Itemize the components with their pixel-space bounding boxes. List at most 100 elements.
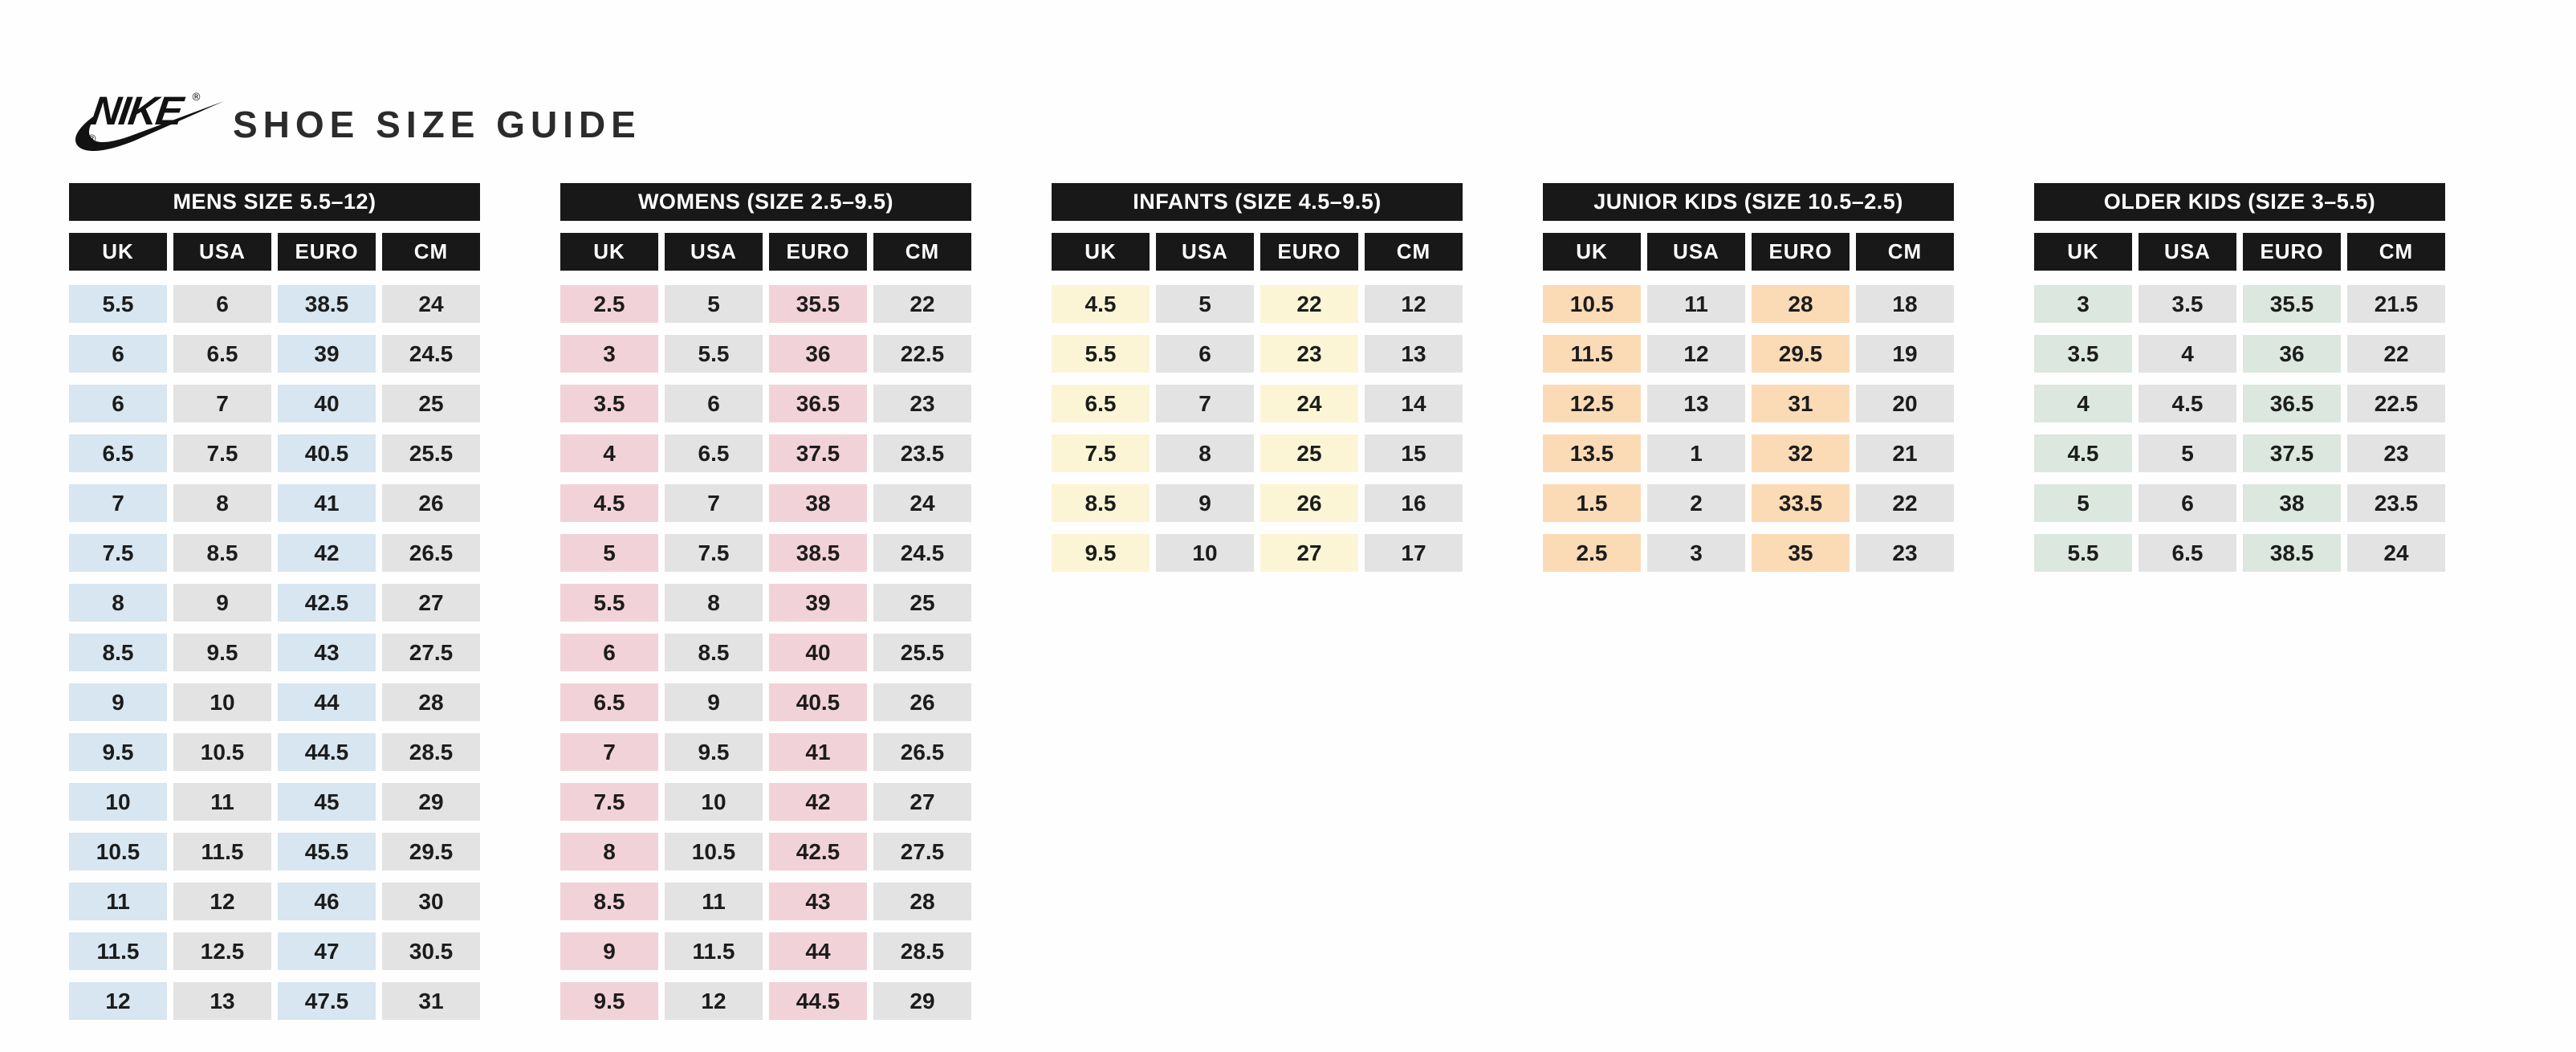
column-header-usa: USA (665, 233, 763, 271)
size-cell: 40.5 (769, 683, 867, 721)
size-tables: MENS SIZE 5.5–12) UK USA EURO CM 5.5 6 38.5 24 6 6… (69, 183, 2445, 1020)
size-cell: 25 (1260, 434, 1358, 472)
size-cell: 2.5 (1543, 534, 1641, 572)
size-cell: 7.5 (69, 534, 167, 572)
size-cell: 12 (665, 982, 763, 1020)
size-cell: 13 (1647, 385, 1745, 422)
size-cell: 6 (69, 335, 167, 373)
size-cell: 6.5 (173, 335, 271, 373)
table-row: 8 10.5 42.5 27.5 (560, 833, 971, 871)
table-row: 10.5 11 28 18 (1543, 285, 1954, 323)
size-cell: 42.5 (769, 833, 867, 871)
size-cell: 29 (382, 783, 480, 821)
column-header-usa: USA (2139, 233, 2236, 271)
table-row: 4 4.5 36.5 22.5 (2034, 385, 2445, 422)
size-cell: 11.5 (1543, 335, 1641, 373)
size-cell: 42 (278, 534, 376, 572)
size-cell: 21 (1856, 434, 1954, 472)
table-row: 6 8.5 40 25.5 (560, 634, 971, 671)
table-row: 7.5 8.5 42 26.5 (69, 534, 480, 572)
table-row: 6.5 7 24 14 (1052, 385, 1463, 422)
column-header-euro: EURO (1260, 233, 1358, 271)
size-cell: 11 (173, 783, 271, 821)
column-header-euro: EURO (278, 233, 376, 271)
size-cell: 24.5 (382, 335, 480, 373)
size-cell: 27 (382, 584, 480, 622)
table-row: 11.5 12.5 47 30.5 (69, 932, 480, 970)
column-header-cm: CM (873, 233, 971, 271)
column-headers-row: UK USA EURO CM (69, 233, 480, 271)
size-cell: 7.5 (665, 534, 763, 572)
nike-logo: NIKE ® ® (75, 88, 224, 151)
size-cell: 47 (278, 932, 376, 970)
size-cell: 28 (1752, 285, 1850, 323)
nike-swoosh-icon (75, 101, 224, 151)
table-row: 7 8 41 26 (69, 484, 480, 522)
size-cell: 23 (873, 385, 971, 422)
column-headers-row: UK USA EURO CM (560, 233, 971, 271)
size-cell: 12 (1365, 285, 1463, 323)
size-cell: 43 (278, 634, 376, 671)
size-cell: 13.5 (1543, 434, 1641, 472)
size-cell: 7.5 (560, 783, 658, 821)
size-cell: 3 (1647, 534, 1745, 572)
size-cell: 23 (1856, 534, 1954, 572)
size-cell: 7 (560, 733, 658, 771)
column-header-usa: USA (173, 233, 271, 271)
size-cell: 36.5 (2243, 385, 2341, 422)
size-cell: 12.5 (1543, 385, 1641, 422)
size-cell: 35.5 (769, 285, 867, 323)
size-cell: 38.5 (278, 285, 376, 323)
size-cell: 32 (1752, 434, 1850, 472)
size-cell: 22.5 (873, 335, 971, 373)
size-cell: 12 (173, 883, 271, 920)
size-cell: 44.5 (278, 733, 376, 771)
size-cell: 9 (173, 584, 271, 622)
size-cell: 10.5 (665, 833, 763, 871)
size-cell: 9.5 (560, 982, 658, 1020)
table-row: 7 9.5 41 26.5 (560, 733, 971, 771)
column-header-cm: CM (1365, 233, 1463, 271)
size-cell: 24 (873, 484, 971, 522)
size-cell: 7.5 (1052, 434, 1150, 472)
size-cell: 43 (769, 883, 867, 920)
size-cell: 36 (2243, 335, 2341, 373)
size-cell: 7.5 (173, 434, 271, 472)
size-cell: 22 (2347, 335, 2445, 373)
size-table-womens: WOMENS (SIZE 2.5–9.5) UK USA EURO CM 2.5 5 35.5… (560, 183, 971, 1020)
size-cell: 3 (2034, 285, 2132, 323)
size-cell: 11 (665, 883, 763, 920)
size-cell: 6 (69, 385, 167, 422)
table-row: 8 9 42.5 27 (69, 584, 480, 622)
size-cell: 1.5 (1543, 484, 1641, 522)
size-cell: 7 (69, 484, 167, 522)
size-cell: 39 (769, 584, 867, 622)
size-cell: 4.5 (2034, 434, 2132, 472)
table-row: 13.5 1 32 21 (1543, 434, 1954, 472)
table-rows: 2.5 5 35.5 22 3 5.5 36 22.5 3.5 6 36.5 23 4 6.5 37.5 23… (560, 285, 971, 1020)
table-row: 11.5 12 29.5 19 (1543, 335, 1954, 373)
table-row: 5 7.5 38.5 24.5 (560, 534, 971, 572)
table-row: 9 10 44 28 (69, 683, 480, 721)
column-headers-row: UK USA EURO CM (2034, 233, 2445, 271)
table-row: 6 6.5 39 24.5 (69, 335, 480, 373)
table-rows: 5.5 6 38.5 24 6 6.5 39 24.5 6 7 40 25 6.5 7.5 40.5 25.5… (69, 285, 480, 1020)
size-cell: 8 (560, 833, 658, 871)
table-row: 3 5.5 36 22.5 (560, 335, 971, 373)
size-cell: 6.5 (560, 683, 658, 721)
size-cell: 8.5 (665, 634, 763, 671)
size-cell: 6 (560, 634, 658, 671)
size-cell: 26.5 (873, 733, 971, 771)
size-cell: 13 (1365, 335, 1463, 373)
size-table-junior-kids: JUNIOR KIDS (SIZE 10.5–2.5) UK USA EURO CM 10… (1543, 183, 1954, 1020)
size-cell: 2 (1647, 484, 1745, 522)
table-rows: 4.5 5 22 12 5.5 6 23 13 6.5 7 24 14 7.5 8 25 15 8.5 9 26 16… (1052, 285, 1463, 572)
size-cell: 8.5 (560, 883, 658, 920)
size-cell: 10 (69, 783, 167, 821)
size-cell: 3.5 (2034, 335, 2132, 373)
size-cell: 5.5 (2034, 534, 2132, 572)
size-cell: 11.5 (665, 932, 763, 970)
table-row: 4.5 5 37.5 23 (2034, 434, 2445, 472)
size-cell: 27 (1260, 534, 1358, 572)
table-row: 7.5 8 25 15 (1052, 434, 1463, 472)
